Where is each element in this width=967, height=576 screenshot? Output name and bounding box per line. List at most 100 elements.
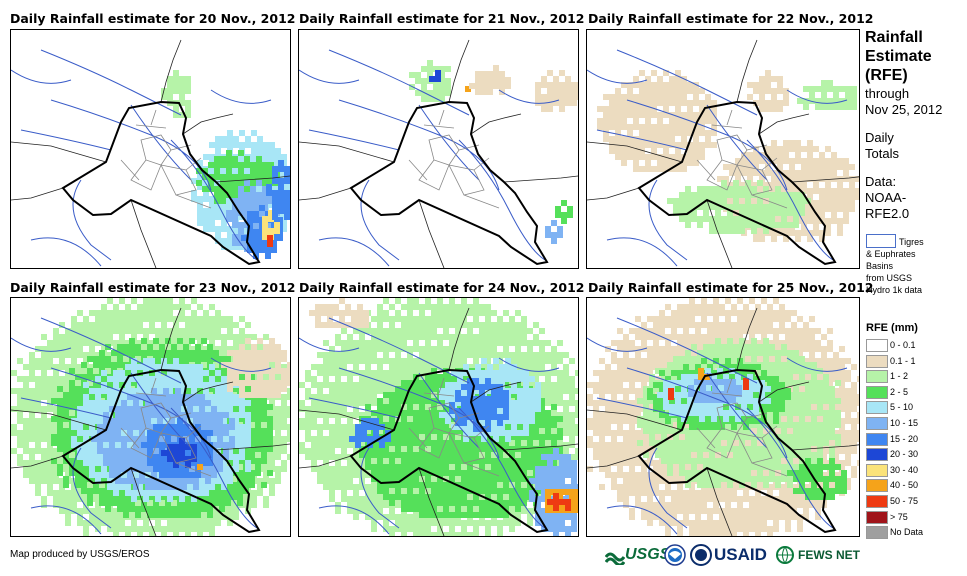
rainfall-cell bbox=[65, 388, 71, 394]
rainfall-cell bbox=[341, 394, 347, 400]
rainfall-cell bbox=[139, 460, 145, 466]
rainfall-cell bbox=[203, 214, 209, 220]
rainfall-cell bbox=[233, 368, 239, 374]
rainfall-cell bbox=[255, 440, 261, 446]
rainfall-cell bbox=[217, 460, 223, 466]
rainfall-cell bbox=[577, 82, 578, 88]
rainfall-cell bbox=[71, 364, 77, 370]
rainfall-cell bbox=[221, 466, 227, 472]
rainfall-cell bbox=[135, 494, 141, 500]
rainfall-cell bbox=[783, 170, 789, 176]
rainfall-cell bbox=[245, 460, 251, 466]
rainfall-cell bbox=[239, 316, 245, 322]
rainfall-cell bbox=[831, 200, 837, 206]
rainfall-cell bbox=[89, 448, 95, 454]
rainfall-cell bbox=[95, 496, 101, 502]
rainfall-cell bbox=[359, 376, 365, 382]
rainfall-cell bbox=[527, 340, 533, 346]
rainfall-cell bbox=[455, 352, 461, 358]
rainfall-cell bbox=[53, 424, 59, 430]
rainfall-cell bbox=[77, 520, 83, 526]
rainfall-cell bbox=[801, 182, 807, 188]
rainfall-cell bbox=[233, 346, 239, 352]
rainfall-cell bbox=[113, 526, 119, 532]
rainfall-cell bbox=[179, 82, 185, 88]
rainfall-cell bbox=[47, 352, 53, 358]
rainfall-cell bbox=[199, 406, 205, 412]
rainfall-cell bbox=[311, 400, 317, 406]
rainfall-cell bbox=[113, 442, 119, 448]
rainfall-cell bbox=[71, 496, 77, 502]
rainfall-cell bbox=[244, 174, 250, 180]
rainfall-cell bbox=[509, 352, 515, 358]
rainfall-cell bbox=[93, 356, 99, 362]
rainfall-cell bbox=[161, 94, 167, 100]
rainfall-cell bbox=[185, 88, 191, 94]
rainfall-cell bbox=[639, 88, 645, 94]
rainfall-cell bbox=[221, 460, 227, 466]
rainfall-cell bbox=[227, 142, 233, 148]
rainfall-cell bbox=[251, 130, 257, 136]
rainfall-cell bbox=[232, 186, 238, 192]
rainfall-cell bbox=[147, 350, 153, 356]
rainfall-cell bbox=[95, 328, 101, 334]
rainfall-cell bbox=[699, 130, 705, 136]
rainfall-cell bbox=[151, 412, 157, 418]
rainfall-cell bbox=[89, 508, 95, 514]
rainfall-cell bbox=[89, 412, 95, 418]
rainfall-cell bbox=[837, 188, 843, 194]
rainfall-cell bbox=[199, 394, 205, 400]
rainfall-cell bbox=[597, 106, 603, 112]
rainfall-cell bbox=[139, 472, 145, 478]
rainfall-cell bbox=[281, 374, 287, 380]
rainfall-cell bbox=[169, 394, 175, 400]
rainfall-cell bbox=[673, 204, 679, 210]
rainfall-cell bbox=[177, 506, 183, 512]
rainfall-cell bbox=[251, 496, 257, 502]
rainfall-cell bbox=[759, 82, 765, 88]
rainfall-cell bbox=[449, 298, 455, 304]
rainfall-cell bbox=[341, 388, 347, 394]
rainfall-cell bbox=[831, 206, 837, 212]
rainfall-cell bbox=[247, 241, 253, 247]
rainfall-cell bbox=[849, 164, 855, 170]
rainfall-cell bbox=[663, 124, 669, 130]
rainfall-cell bbox=[645, 88, 651, 94]
rainfall-cell bbox=[681, 142, 687, 148]
rainfall-cell bbox=[101, 346, 107, 352]
rainfall-cell bbox=[173, 328, 179, 334]
rainfall-cell bbox=[115, 406, 121, 412]
rainfall-cell bbox=[353, 352, 359, 358]
rainfall-cell bbox=[107, 322, 113, 328]
rainfall-cell bbox=[113, 340, 119, 346]
rainfall-cell bbox=[221, 322, 227, 328]
rainfall-cell bbox=[173, 322, 179, 328]
rainfall-cell bbox=[249, 434, 255, 440]
rainfall-cell bbox=[226, 162, 232, 168]
rainfall-cell bbox=[109, 406, 115, 412]
rainfall-cell bbox=[627, 100, 633, 106]
rainfall-cell bbox=[221, 436, 227, 442]
rainfall-cell bbox=[473, 346, 479, 352]
rainfall-cell bbox=[275, 362, 281, 368]
rainfall-cell bbox=[687, 148, 693, 154]
rainfall-cell bbox=[819, 170, 825, 176]
rainfall-cell bbox=[245, 430, 251, 436]
rainfall-cell bbox=[493, 71, 499, 77]
rainfall-cell bbox=[825, 218, 831, 224]
rainfall-cell bbox=[733, 204, 739, 210]
rainfall-cell bbox=[202, 174, 208, 180]
rainfall-cell bbox=[435, 76, 441, 82]
rainfall-cell bbox=[121, 418, 127, 424]
rainfall-cell bbox=[179, 304, 185, 310]
rainfall-cell bbox=[97, 424, 103, 430]
rainfall-cell bbox=[17, 406, 23, 412]
rainfall-cell bbox=[284, 202, 290, 208]
rainfall-cell bbox=[745, 186, 751, 192]
rainfall-cell bbox=[467, 304, 473, 310]
rainfall-cell bbox=[113, 382, 119, 388]
rainfall-cell bbox=[461, 352, 467, 358]
rainfall-cell bbox=[563, 376, 569, 382]
rainfall-cell bbox=[232, 174, 238, 180]
rainfall-cell bbox=[609, 100, 615, 106]
